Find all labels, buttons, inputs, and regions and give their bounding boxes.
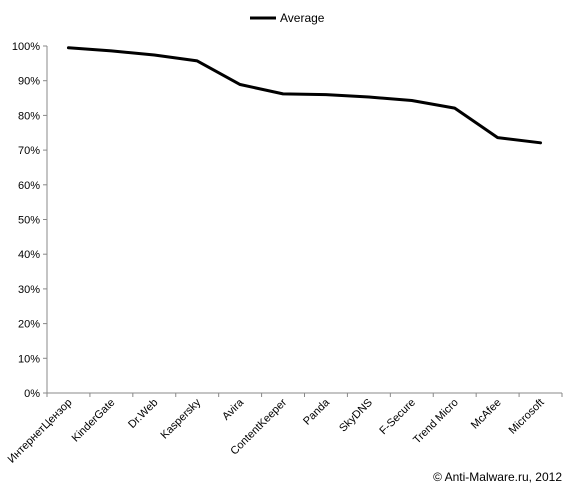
x-tick-label: KinderGate bbox=[70, 397, 118, 445]
y-tick-label: 70% bbox=[18, 145, 40, 157]
x-tick-label: Avira bbox=[220, 396, 247, 423]
y-tick-label: 50% bbox=[18, 215, 40, 227]
x-tick-label: F-Secure bbox=[377, 397, 417, 437]
y-axis: 0% 10% 20% 30% 40% 50% 60% 70% 80% 90% 100% bbox=[12, 41, 47, 400]
series-line-average bbox=[66, 46, 543, 145]
y-tick-label: 30% bbox=[18, 284, 40, 296]
y-tick-label: 90% bbox=[18, 76, 40, 88]
x-tick-label: Kaspersky bbox=[159, 396, 204, 441]
legend: Average bbox=[250, 11, 325, 25]
x-tick-label: Dr.Web bbox=[126, 397, 160, 431]
y-tick-label: 60% bbox=[18, 180, 40, 192]
copyright-credit: © Anti-Malware.ru, 2012 bbox=[433, 470, 562, 484]
x-tick-label: ИнтернетЦензор bbox=[6, 397, 75, 466]
legend-label: Average bbox=[280, 11, 325, 25]
x-tick-label: McAfee bbox=[469, 397, 504, 432]
y-tick-label: 100% bbox=[12, 41, 40, 53]
y-tick-label: 40% bbox=[18, 249, 40, 261]
y-tick-label: 20% bbox=[18, 319, 40, 331]
x-tick-label: Microsoft bbox=[507, 397, 547, 437]
series-layer bbox=[66, 46, 543, 145]
y-tick-label: 0% bbox=[24, 388, 40, 400]
y-tick-label: 10% bbox=[18, 353, 40, 365]
y-tick-label: 80% bbox=[18, 110, 40, 122]
x-tick-label: Panda bbox=[301, 396, 333, 428]
x-tick-label: Trend Micro bbox=[411, 397, 461, 447]
x-tick-label: SkyDNS bbox=[337, 397, 375, 435]
